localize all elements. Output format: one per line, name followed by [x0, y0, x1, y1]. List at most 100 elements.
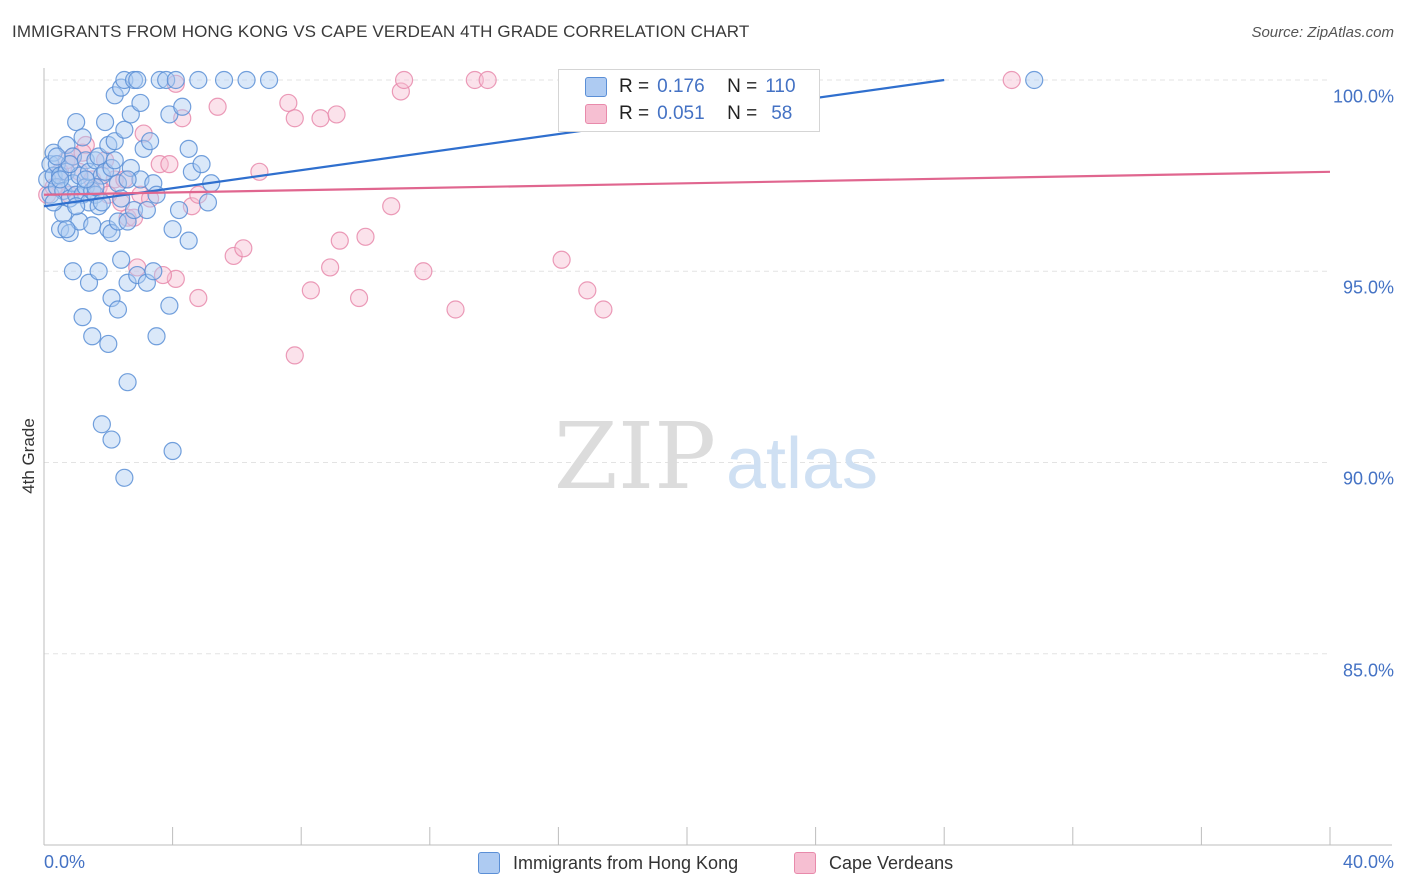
cape-verdeans-points — [38, 70, 1021, 365]
hong-kong-point — [150, 70, 169, 90]
hong-kong-point — [160, 296, 179, 315]
hong-kong-point — [73, 308, 92, 327]
cape-verdeans-point — [330, 231, 349, 250]
chart-title: IMMIGRANTS FROM HONG KONG VS CAPE VERDEA… — [12, 22, 750, 41]
cape-verdeans-point — [465, 70, 484, 90]
cape-verdeans-point — [478, 70, 497, 90]
gridlines — [44, 79, 1330, 655]
cape-verdeans-point — [1002, 70, 1021, 90]
hong-kong-point — [163, 441, 182, 461]
hong-kong-point — [44, 193, 63, 212]
hong-kong-point — [179, 139, 198, 158]
cape-verdeans-point — [446, 300, 465, 319]
legend-swatch-blue — [478, 852, 500, 874]
legend-swatch-blue — [585, 77, 607, 97]
hong-kong-point — [57, 220, 76, 239]
x-axis-min-label: 0.0% — [44, 852, 86, 872]
hong-kong-point — [63, 262, 83, 281]
hong-kong-point — [137, 273, 156, 292]
legend-n-value: 58 — [771, 103, 793, 124]
hong-kong-point — [179, 231, 198, 250]
hong-kong-point — [140, 132, 160, 151]
cape-verdeans-point — [234, 239, 253, 258]
hong-kong-point — [124, 200, 144, 220]
legend-label-hong-kong: Immigrants from Hong Kong — [513, 852, 739, 873]
cape-verdeans-point — [224, 246, 243, 266]
cape-verdeans-point — [552, 250, 571, 269]
hong-kong-point — [137, 200, 156, 220]
cape-verdeans-point — [391, 82, 410, 101]
cape-verdeans-point — [150, 155, 169, 174]
hong-kong-point — [102, 223, 121, 243]
cape-verdeans-point — [189, 185, 208, 204]
cape-verdeans-point — [301, 281, 320, 300]
hong-kong-point — [47, 147, 66, 166]
hong-kong-point — [108, 300, 128, 319]
hong-kong-point — [192, 155, 211, 174]
cape-verdeans-point — [311, 109, 330, 128]
cape-verdeans-point — [208, 97, 227, 116]
hong-kong-point — [118, 273, 137, 292]
legend-n-value: 110 — [765, 76, 796, 97]
hong-kong-point — [118, 212, 137, 231]
watermark-zip: ZIP — [554, 403, 716, 510]
legend-r-value: 0.051 — [657, 103, 705, 124]
cape-verdeans-point — [327, 105, 346, 124]
hong-kong-point — [83, 216, 102, 235]
y-axis-title: 4th Grade — [19, 418, 38, 494]
y-tick-label-90: 90.0% — [1342, 468, 1394, 489]
hong-kong-point — [112, 250, 131, 269]
legend-label-cape-verdeans: Cape Verdeans — [829, 852, 954, 873]
hong-kong-point — [237, 70, 256, 90]
hong-kong-point — [163, 220, 182, 239]
x-axis-max-label: 40.0% — [1342, 852, 1394, 872]
hong-kong-point — [86, 178, 105, 197]
y-tick-label-85: 85.0% — [1342, 660, 1394, 681]
hong-kong-point — [89, 262, 108, 281]
legend-item-hong-kong[interactable]: Immigrants from Hong Kong — [478, 852, 738, 874]
hong-kong-point — [108, 212, 128, 231]
hong-kong-point — [259, 70, 279, 90]
y-tick-label-100: 100.0% — [1332, 86, 1394, 107]
cape-verdeans-point — [285, 109, 304, 128]
legend-r-value: 0.176 — [657, 76, 705, 97]
hong-kong-point — [198, 193, 218, 212]
hong-kong-point — [147, 327, 166, 346]
hong-kong-point — [105, 151, 124, 170]
cape-verdeans-trend-line — [43, 170, 1331, 196]
hong-kong-point — [108, 174, 128, 193]
legend-n-key: N = — [727, 76, 758, 97]
hong-kong-point — [182, 162, 201, 181]
hong-kong-point — [131, 93, 150, 113]
hong-kong-point — [102, 288, 121, 308]
hong-kong-point — [92, 415, 111, 434]
hong-kong-point — [47, 155, 66, 174]
hong-kong-points — [38, 70, 1044, 487]
hong-kong-point — [1025, 70, 1044, 90]
cape-verdeans-point — [279, 93, 298, 113]
hong-kong-point — [118, 170, 137, 189]
legend-r-key: R = — [619, 103, 650, 124]
legend-item-cape-verdeans[interactable]: Cape Verdeans — [794, 852, 953, 874]
watermark-atlas: atlas — [726, 424, 878, 504]
hong-kong-point — [169, 200, 189, 220]
cape-verdeans-point — [394, 70, 414, 90]
hong-kong-point — [173, 97, 192, 116]
hong-kong-point — [166, 70, 185, 90]
hong-kong-point — [95, 112, 115, 132]
cape-verdeans-point — [382, 197, 401, 216]
hong-kong-point — [128, 70, 147, 90]
cape-verdeans-point — [594, 300, 613, 319]
stats-legend: R = 0.176 N = 110 R = 0.051 N = 58 — [558, 69, 820, 132]
watermark: ZIP atlas — [554, 403, 878, 510]
source-label: Source: ZipAtlas.com — [1251, 24, 1394, 41]
cape-verdeans-point — [321, 258, 340, 277]
hong-kong-point — [50, 170, 70, 189]
hong-kong-point — [144, 262, 163, 281]
cape-verdeans-point — [153, 265, 173, 285]
cape-verdeans-point — [285, 346, 304, 365]
hong-kong-point — [214, 70, 234, 90]
hong-kong-point — [83, 327, 102, 346]
hong-kong-point — [115, 468, 134, 487]
